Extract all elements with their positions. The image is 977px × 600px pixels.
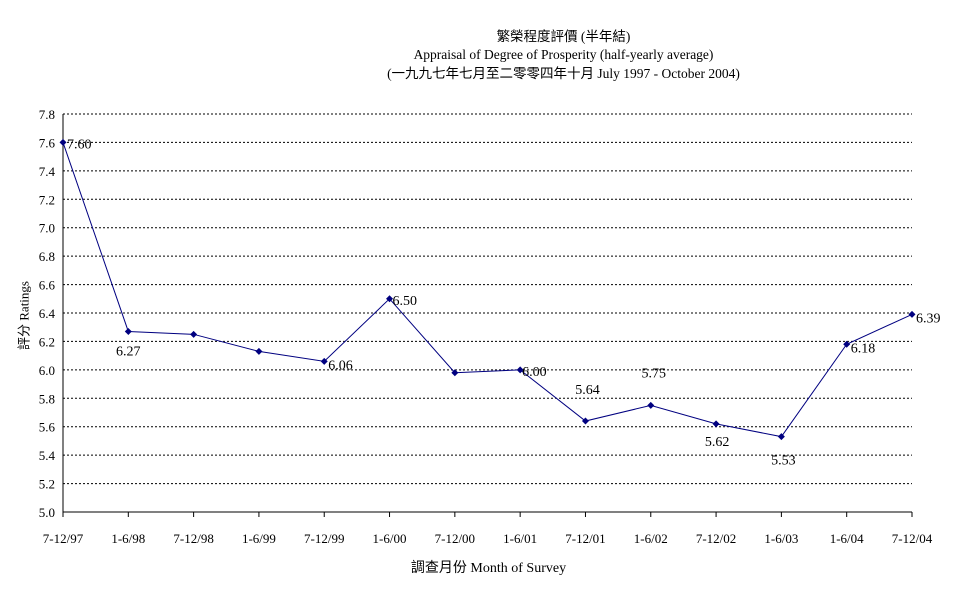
data-label: 7.60 — [67, 137, 92, 152]
x-tick-label: 7-12/04 — [892, 531, 933, 546]
y-tick-label: 5.2 — [39, 477, 55, 492]
x-tick-label: 1-6/02 — [634, 531, 668, 546]
y-tick-label: 6.0 — [39, 363, 55, 378]
data-point — [451, 369, 459, 377]
chart-subtitle-period: (一九九七年七月至二零零四年十月 July 1997 - October 200… — [387, 66, 740, 81]
chart-title-block: 繁榮程度評價 (半年結) Appraisal of Degree of Pros… — [0, 26, 977, 84]
x-tick-label: 1-6/98 — [111, 531, 145, 546]
x-tick-label: 7-12/02 — [696, 531, 736, 546]
data-point — [255, 347, 263, 355]
y-tick-label: 7.4 — [39, 164, 56, 179]
data-point — [908, 310, 916, 318]
data-point — [386, 295, 394, 303]
y-tick-label: 6.8 — [39, 249, 55, 264]
data-point — [581, 417, 589, 425]
y-tick-label: 6.2 — [39, 334, 55, 349]
x-axis-label: 調查月份 Month of Survey — [0, 557, 977, 577]
x-tick-label: 7-12/97 — [43, 531, 84, 546]
data-point — [647, 401, 655, 409]
data-point — [712, 420, 720, 428]
data-label: 5.75 — [642, 366, 667, 381]
x-tick-label: 1-6/04 — [830, 531, 864, 546]
y-axis-label: 評分 Ratings — [16, 281, 32, 350]
data-label: 5.53 — [771, 454, 796, 469]
y-tick-label: 5.8 — [39, 391, 55, 406]
y-tick-label: 6.4 — [39, 306, 56, 321]
y-tick-label: 6.6 — [39, 278, 56, 293]
data-label: 6.00 — [522, 365, 547, 380]
x-axis-label-text: 調查月份 Month of Survey — [410, 561, 567, 576]
data-point — [320, 357, 328, 365]
y-tick-label: 7.8 — [39, 107, 55, 122]
x-tick-label: 7-12/00 — [435, 531, 475, 546]
y-tick-label: 5.4 — [39, 448, 56, 463]
data-point — [124, 327, 132, 335]
data-point — [59, 138, 67, 146]
data-label: 6.39 — [916, 311, 941, 326]
data-label: 5.64 — [575, 383, 600, 398]
x-tick-label: 7-12/98 — [173, 531, 213, 546]
y-tick-label: 5.0 — [39, 505, 55, 520]
chart-title: 繁榮程度評價 (半年結) — [496, 29, 631, 44]
data-point — [516, 366, 524, 374]
data-point — [777, 433, 785, 441]
x-tick-label: 7-12/99 — [304, 531, 344, 546]
x-tick-label: 1-6/99 — [242, 531, 276, 546]
x-tick-label: 1-6/01 — [503, 531, 537, 546]
data-label: 6.50 — [393, 294, 418, 309]
chart-subtitle: Appraisal of Degree of Prosperity (half-… — [413, 47, 714, 62]
data-point — [190, 330, 198, 338]
data-label: 6.27 — [116, 344, 141, 359]
x-tick-label: 1-6/03 — [764, 531, 798, 546]
data-label: 6.06 — [328, 358, 353, 373]
y-tick-label: 7.2 — [39, 192, 55, 207]
series-line — [62, 142, 913, 438]
data-label: 6.18 — [851, 341, 876, 356]
x-tick-label: 1-6/00 — [373, 531, 407, 546]
x-tick-label: 7-12/01 — [565, 531, 605, 546]
data-point — [843, 340, 851, 348]
y-tick-label: 7.0 — [39, 221, 55, 236]
data-label: 5.62 — [705, 435, 730, 450]
y-tick-label: 5.6 — [39, 420, 56, 435]
y-tick-label: 7.6 — [39, 135, 56, 150]
